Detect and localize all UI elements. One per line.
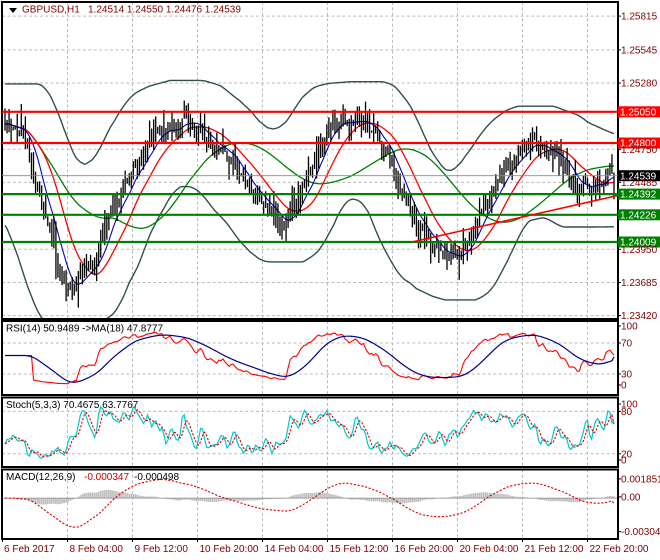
svg-text:0.001851: 0.001851 (621, 474, 660, 485)
svg-text:Stoch(5,3,3) 70.4675 63.7767: Stoch(5,3,3) 70.4675 63.7767 (6, 400, 139, 411)
svg-text:1.25280: 1.25280 (621, 79, 658, 90)
svg-text:100: 100 (621, 322, 638, 333)
svg-text:0: 0 (621, 381, 627, 392)
svg-text:8 Feb 04:00: 8 Feb 04:00 (70, 544, 124, 555)
svg-text:-0.000498: -0.000498 (134, 472, 179, 483)
svg-text:80: 80 (621, 407, 633, 418)
svg-text:-0.003047: -0.003047 (621, 527, 660, 538)
svg-text:9 Feb 12:00: 9 Feb 12:00 (135, 544, 189, 555)
svg-text:14 Feb 04:00: 14 Feb 04:00 (265, 544, 324, 555)
svg-text:1.23950: 1.23950 (621, 245, 658, 256)
svg-text:1.23685: 1.23685 (621, 278, 658, 289)
svg-text:16 Feb 20:00: 16 Feb 20:00 (395, 544, 454, 555)
svg-text:1.25545: 1.25545 (621, 45, 658, 56)
svg-text:1.24392: 1.24392 (620, 190, 657, 201)
svg-text:6 Feb 2017: 6 Feb 2017 (4, 544, 55, 555)
svg-text:70: 70 (621, 339, 633, 350)
svg-text:10 Feb 20:00: 10 Feb 20:00 (200, 544, 259, 555)
svg-text:0: 0 (621, 456, 627, 467)
svg-text:RSI(14) 50.9489 ->MA(18) 47.8: RSI(14) 50.9489 ->MA(18) 47.8777 (6, 324, 163, 335)
svg-text:-0.000347: -0.000347 (84, 472, 129, 483)
svg-text:1.25050: 1.25050 (620, 107, 657, 118)
svg-text:1.24226: 1.24226 (620, 210, 657, 221)
svg-text:1.24750: 1.24750 (621, 145, 658, 156)
svg-text:GBPUSD,H1: GBPUSD,H1 (22, 5, 80, 16)
svg-text:21 Feb 12:00: 21 Feb 12:00 (525, 544, 584, 555)
svg-text:1.25815: 1.25815 (621, 12, 658, 23)
svg-text:MACD(12,26,9): MACD(12,26,9) (6, 472, 75, 483)
svg-text:1.23420: 1.23420 (621, 311, 658, 322)
svg-text:30: 30 (621, 370, 633, 381)
svg-text:20 Feb 04:00: 20 Feb 04:00 (460, 544, 519, 555)
svg-text:15 Feb 12:00: 15 Feb 12:00 (330, 544, 389, 555)
svg-text:1.24485: 1.24485 (621, 178, 658, 189)
svg-text:1.24514 1.24550 1.24476 1.2453: 1.24514 1.24550 1.24476 1.24539 (88, 5, 241, 16)
svg-text:22 Feb 20:00: 22 Feb 20:00 (590, 544, 649, 555)
svg-text:0.00: 0.00 (621, 492, 641, 503)
